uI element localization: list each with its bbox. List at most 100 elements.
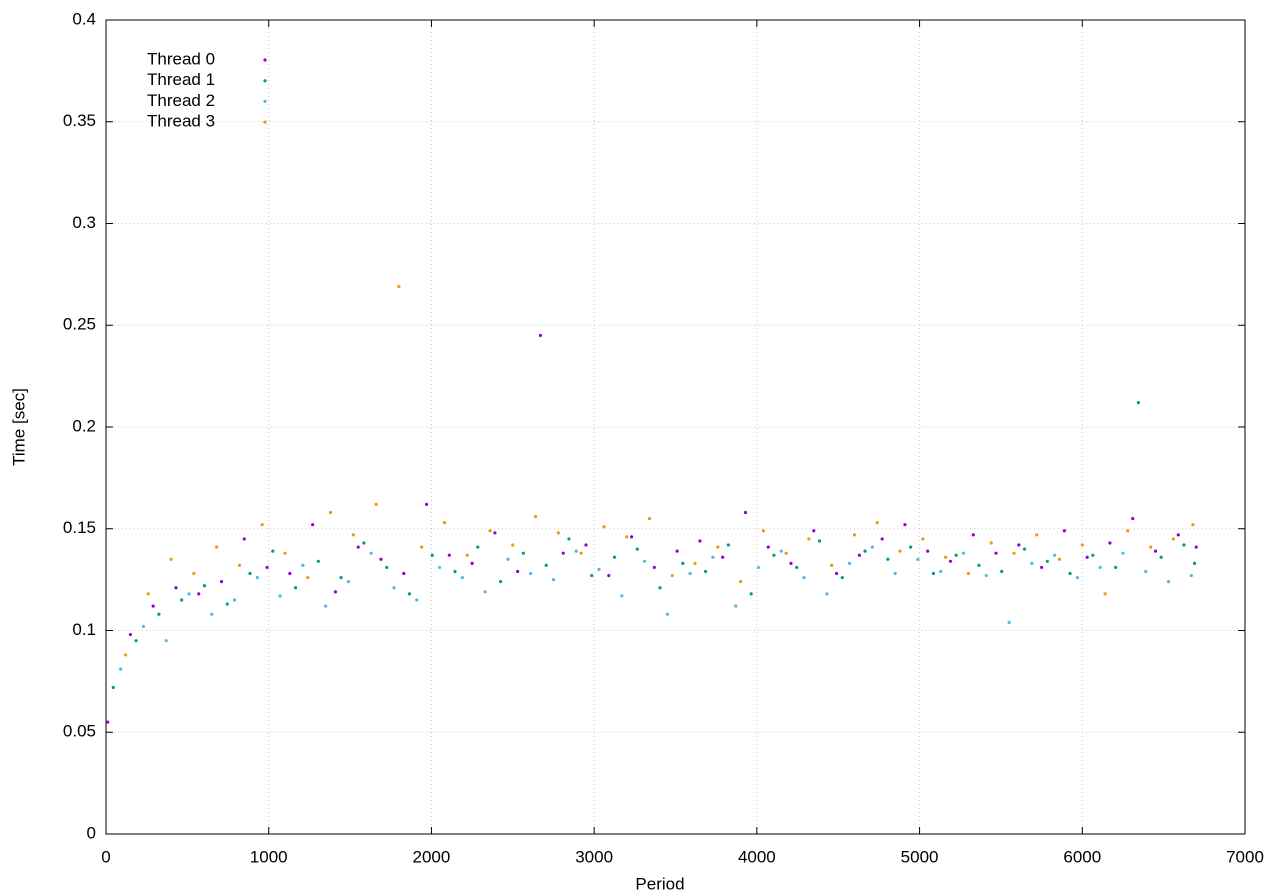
legend-label: Thread 0 (147, 49, 215, 68)
point (470, 561, 474, 565)
y-tick-label: 0.05 (63, 722, 96, 741)
series (123, 284, 1195, 657)
point (164, 639, 168, 643)
point (483, 590, 487, 594)
point (1022, 547, 1027, 551)
point (779, 549, 783, 553)
point (939, 569, 943, 574)
point (187, 592, 191, 596)
point (875, 521, 879, 525)
x-tick-label: 7000 (1226, 847, 1264, 866)
point (538, 333, 543, 338)
point (134, 639, 138, 643)
point (311, 523, 315, 527)
point (1007, 620, 1011, 624)
point (1191, 523, 1195, 527)
point (346, 580, 351, 584)
point (1182, 543, 1186, 547)
point (283, 551, 287, 555)
point (795, 565, 799, 570)
point (351, 533, 355, 537)
point (802, 575, 806, 580)
point (670, 573, 674, 578)
y-tick-label: 0.15 (63, 518, 96, 537)
point (1114, 565, 1118, 570)
point (830, 563, 834, 567)
point (567, 537, 571, 541)
x-tick-label: 5000 (901, 847, 939, 866)
point (954, 553, 958, 557)
y-tick-label: 0.25 (63, 315, 96, 334)
point (738, 580, 743, 584)
point (840, 575, 844, 580)
point (620, 594, 624, 598)
point (498, 580, 503, 584)
point (328, 510, 333, 515)
point (898, 549, 902, 553)
point (556, 531, 560, 535)
point (1159, 555, 1163, 559)
point (128, 632, 133, 637)
point (602, 525, 606, 529)
point (551, 578, 556, 582)
point (437, 565, 442, 570)
point (306, 575, 310, 580)
point (420, 545, 424, 549)
point (123, 653, 128, 657)
point (658, 586, 662, 590)
point (625, 535, 629, 539)
point (430, 553, 434, 557)
point (971, 533, 975, 537)
x-tick-label: 4000 (738, 847, 776, 866)
point (574, 549, 578, 553)
point (909, 545, 913, 549)
point (379, 557, 383, 561)
point (533, 514, 538, 519)
point (397, 284, 401, 289)
point (825, 592, 829, 596)
x-tick-label: 6000 (1063, 847, 1101, 866)
point (1012, 551, 1016, 555)
point (278, 594, 282, 598)
point (734, 604, 738, 608)
point (180, 598, 184, 602)
point (219, 580, 224, 584)
point (1194, 545, 1198, 549)
point (984, 573, 988, 578)
point (1035, 533, 1039, 537)
y-tick-label: 0.3 (72, 213, 96, 232)
x-tick-label: 3000 (575, 847, 613, 866)
point (931, 571, 936, 576)
point (688, 571, 692, 576)
point (1144, 569, 1148, 574)
point (711, 555, 715, 559)
point (977, 563, 981, 567)
point (893, 571, 897, 576)
point (1131, 516, 1135, 521)
point (1057, 557, 1062, 561)
point (1068, 571, 1072, 576)
point (1080, 543, 1084, 547)
point (807, 537, 811, 541)
point (1136, 400, 1141, 405)
point (726, 543, 730, 547)
point (392, 586, 396, 590)
legend-label: Thread 2 (147, 91, 215, 110)
point (1040, 565, 1044, 570)
point (784, 551, 788, 555)
point (369, 551, 373, 555)
point (1000, 569, 1004, 574)
point (880, 537, 884, 541)
point (301, 563, 305, 567)
point (812, 529, 816, 533)
point (647, 516, 652, 521)
point (756, 565, 761, 570)
point (215, 545, 219, 549)
point (989, 541, 993, 545)
point (607, 573, 611, 578)
point (232, 598, 237, 602)
point (453, 569, 457, 574)
point (1192, 561, 1197, 565)
point (255, 575, 259, 580)
